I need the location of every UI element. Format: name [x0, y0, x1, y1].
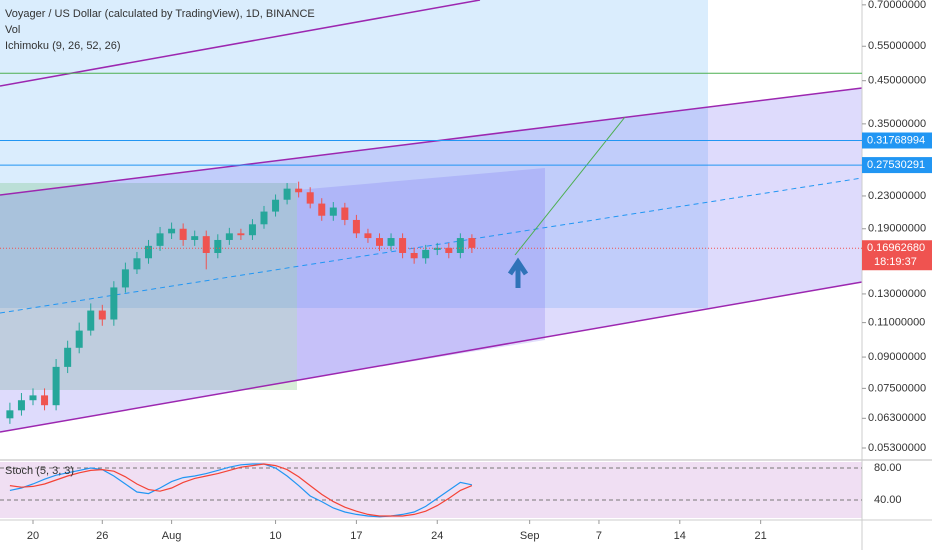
- candle-body: [329, 207, 337, 216]
- candle-body: [364, 233, 372, 239]
- candle-body: [179, 228, 187, 240]
- y-tick-label: 40.00: [874, 494, 902, 506]
- y-tick-label: 80.00: [874, 462, 902, 474]
- price-tag: [862, 157, 932, 174]
- arrow: [507, 257, 529, 288]
- price-tag-label: 0.27530291: [867, 159, 925, 171]
- candle-body: [237, 233, 245, 236]
- candle-body: [6, 410, 14, 419]
- candle-body: [272, 199, 280, 212]
- candle-body: [29, 395, 37, 401]
- x-tick-label: 10: [269, 530, 281, 542]
- candle-body: [410, 252, 418, 259]
- price-tag-label: 0.31768994: [867, 134, 925, 146]
- candle-body: [422, 249, 430, 259]
- stoch-title: Stoch (5, 3, 3): [5, 465, 74, 477]
- candle-body: [144, 245, 152, 259]
- candle-body: [17, 400, 25, 411]
- x-tick-label: Aug: [162, 530, 182, 542]
- candle-body: [156, 233, 164, 246]
- candle-body: [202, 236, 210, 253]
- y-tick-label: 0.06300000: [868, 412, 926, 424]
- channel-mid: [0, 177, 863, 314]
- candle-body: [121, 269, 129, 288]
- channel-top: [0, 87, 863, 196]
- indicator: Vol: [5, 24, 20, 36]
- stoch-line: [9, 463, 473, 517]
- x-tick-label: Sep: [520, 530, 540, 542]
- x-tick-label: 14: [674, 530, 686, 542]
- candle-body: [352, 219, 360, 234]
- box-blue: [0, 0, 708, 308]
- candle-body: [433, 247, 441, 250]
- candle-body: [283, 188, 291, 200]
- candle-body: [295, 188, 303, 193]
- x-tick-label: 17: [350, 530, 362, 542]
- y-tick-label: 0.11000000: [868, 317, 925, 329]
- candle-body: [41, 395, 49, 406]
- y-tick-label: 0.19000000: [868, 223, 926, 235]
- y-tick-label: 0.09000000: [868, 351, 926, 363]
- candle-body: [375, 238, 383, 246]
- y-tick-label: 0.13000000: [868, 288, 926, 300]
- indicator: Ichimoku (9, 26, 52, 26): [5, 40, 121, 52]
- candle-body: [133, 258, 141, 270]
- x-tick-label: 26: [96, 530, 108, 542]
- candle-body: [387, 238, 395, 246]
- candle-body: [87, 310, 95, 331]
- candle-body: [341, 207, 349, 220]
- y-tick-label: 0.45000000: [868, 75, 926, 87]
- candle-body: [399, 238, 407, 253]
- channel-bottom: [0, 281, 863, 433]
- channel-fill: [0, 88, 862, 432]
- price-tag: [862, 132, 932, 149]
- last-price-label: 0.16962680: [867, 242, 925, 254]
- countdown: 18:19:37: [874, 256, 917, 268]
- candle-body: [98, 310, 106, 320]
- candle-body: [168, 228, 176, 234]
- candle-body: [191, 236, 199, 240]
- candle-body: [468, 238, 476, 248]
- candle-body: [64, 347, 72, 367]
- title: Voyager / US Dollar (calculated by Tradi…: [5, 8, 315, 20]
- y-tick-label: 0.55000000: [868, 40, 926, 52]
- candle-body: [318, 203, 326, 216]
- last-price-tag: [862, 240, 932, 271]
- channel-outer: [0, 0, 481, 87]
- candle-body: [306, 192, 314, 204]
- candle-body: [225, 233, 233, 240]
- candle-body: [248, 224, 256, 236]
- candle-body: [110, 287, 118, 320]
- x-tick-label: 24: [431, 530, 443, 542]
- candle-body: [445, 247, 453, 253]
- candle-body: [456, 238, 464, 253]
- box-green: [0, 183, 297, 390]
- x-tick-label: 7: [596, 530, 602, 542]
- y-tick-label: 0.07500000: [868, 382, 926, 394]
- x-tick-label: 20: [27, 530, 39, 542]
- y-tick-label: 0.05300000: [868, 442, 926, 454]
- candle-body: [75, 330, 83, 348]
- candle-body: [52, 366, 60, 406]
- y-tick-label: 0.23000000: [868, 190, 926, 202]
- y-tick-label: 0.70000000: [868, 0, 926, 11]
- x-tick-label: 21: [755, 530, 767, 542]
- candle-body: [260, 211, 268, 225]
- stoch-band: [0, 462, 862, 518]
- y-tick-label: 0.35000000: [868, 118, 926, 130]
- candle-body: [214, 239, 222, 253]
